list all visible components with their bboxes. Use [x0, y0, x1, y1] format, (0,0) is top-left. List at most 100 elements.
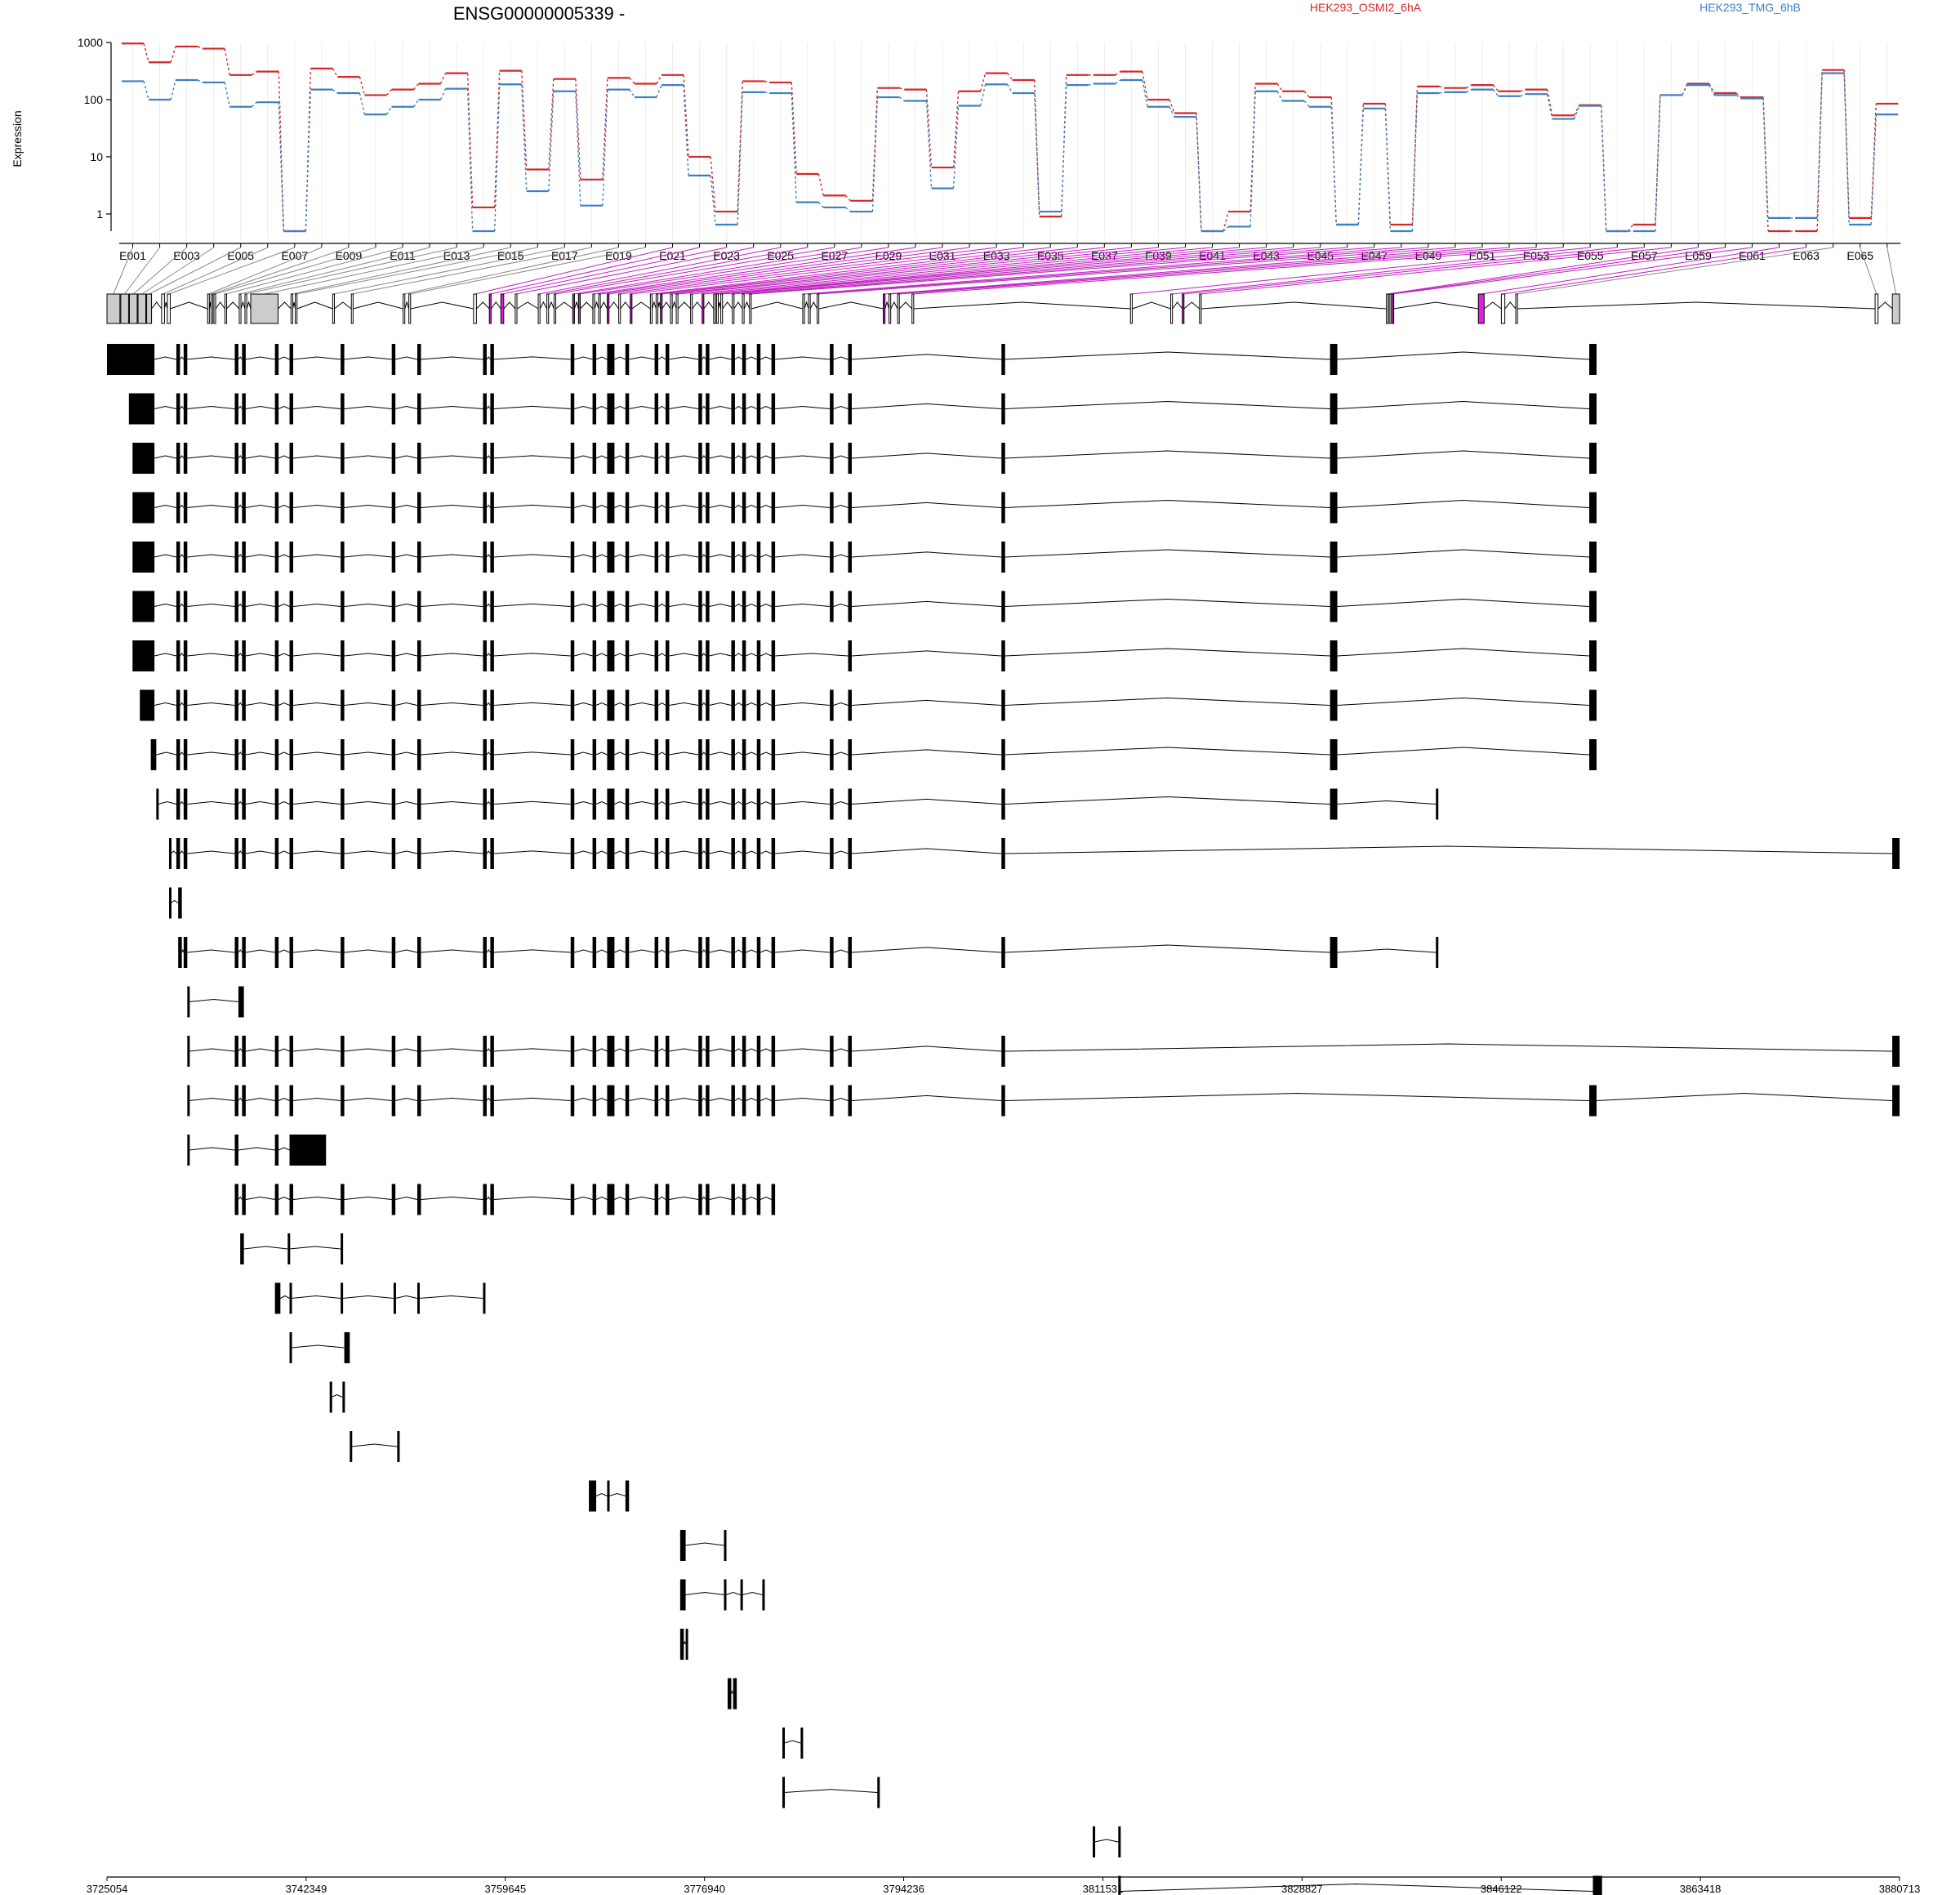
gene-model-intron [1504, 301, 1517, 310]
gene-model-intron [548, 301, 555, 310]
transcript-intron [614, 800, 626, 805]
gene-model-exon [713, 293, 716, 324]
gene-model-exon [408, 293, 412, 324]
exon-link-line [239, 247, 430, 295]
transcript-track [329, 1381, 345, 1413]
transcript-exon [416, 838, 421, 869]
gene-model-exon [1874, 293, 1879, 324]
transcript-track [1093, 1826, 1121, 1857]
exon-link-line [889, 247, 1510, 295]
transcript-intron [709, 554, 732, 558]
series-connector [1762, 98, 1769, 218]
exon-link-line [657, 247, 1078, 295]
transcript-intron [669, 800, 699, 805]
gene-model-exon [1129, 293, 1133, 324]
transcript-intron [292, 1048, 341, 1052]
transcript-exon [706, 542, 710, 573]
series-connector [764, 80, 770, 83]
transcript-intron [493, 504, 571, 508]
transcript-exon [341, 788, 345, 820]
transcript-intron [595, 405, 608, 409]
series-connector [439, 73, 447, 84]
transcript-intron [709, 356, 732, 360]
transcript-exon [391, 788, 396, 820]
transcript-exon [274, 1135, 279, 1166]
transcript-intron [614, 1196, 626, 1200]
transcript-exon [830, 1085, 834, 1117]
transcript-intron [595, 554, 608, 558]
exon-link-line [717, 247, 1267, 295]
transcript-intron [289, 1246, 341, 1250]
transcript-intron [702, 356, 706, 360]
transcript-exon [731, 937, 735, 968]
series-connector [1574, 105, 1580, 116]
transcript-track [178, 937, 1439, 968]
transcript-intron [760, 850, 772, 854]
transcript-exon [242, 344, 246, 375]
series-connector [1169, 99, 1175, 114]
gene-model-exon [403, 293, 406, 324]
transcript-intron [245, 603, 275, 607]
transcript-intron [669, 405, 699, 409]
transcript-intron [657, 1097, 666, 1101]
transcript-intron [760, 1097, 772, 1101]
transcript-exon [706, 1036, 710, 1067]
transcript-exon [1892, 1085, 1900, 1117]
legend-label-tmg: HEK293_TMG_6hB [1699, 1, 1801, 14]
transcript-exon [342, 1381, 345, 1413]
transcript-intron [657, 751, 666, 756]
transcript-exon [242, 443, 246, 474]
transcript-exon [234, 838, 238, 869]
exon-link-line [809, 247, 1428, 295]
transcript-exon [742, 640, 746, 671]
gene-model-intron [573, 301, 579, 310]
transcript-intron [292, 455, 341, 459]
transcript-track [132, 443, 1597, 474]
transcript-exon [274, 689, 279, 721]
exon-link-line [225, 247, 403, 295]
transcript-intron [493, 405, 571, 409]
series-connector [278, 71, 284, 232]
series-connector [1223, 225, 1229, 232]
transcript-exon [742, 344, 746, 375]
transcript-intron [614, 504, 626, 508]
x-tick-label: E003 [173, 249, 200, 262]
transcript-exon [178, 937, 182, 968]
gene-model-exon [120, 293, 129, 324]
transcript-intron [395, 751, 418, 756]
transcript-intron [760, 1048, 772, 1052]
transcript-exon [1589, 689, 1597, 721]
transcript-intron [760, 751, 772, 756]
transcript-exon [1001, 1036, 1005, 1067]
transcript-exon [625, 838, 630, 869]
transcript-intron [278, 504, 290, 508]
gene-model-exon [670, 293, 673, 324]
transcript-intron [734, 949, 743, 953]
transcript-exon [274, 344, 279, 375]
transcript-exon [848, 542, 852, 573]
transcript-exon [187, 986, 190, 1018]
transcript-exon [607, 1085, 615, 1117]
transcript-exon [176, 443, 180, 474]
transcript-intron [187, 751, 235, 756]
transcript-track [132, 591, 1597, 622]
transcript-intron [669, 455, 699, 459]
transcript-intron [746, 702, 757, 706]
transcript-intron [657, 653, 666, 657]
series-connector [1276, 83, 1283, 92]
transcript-exon [132, 443, 155, 474]
transcript-exon [848, 640, 852, 671]
transcript-exon [341, 1233, 344, 1264]
gene-model-intron [1200, 301, 1387, 310]
exon-link-line [599, 247, 943, 295]
gene-model-intron [631, 301, 651, 310]
gene-model-intron [555, 301, 573, 310]
transcript-exon [183, 937, 188, 968]
transcript-exon [570, 1036, 575, 1067]
gene-model-exon [161, 293, 165, 324]
transcript-intron [833, 949, 849, 953]
exon-link-line [661, 247, 1105, 295]
transcript-exon [289, 542, 293, 573]
transcript-exon [698, 739, 702, 770]
transcript-exon [483, 838, 487, 869]
